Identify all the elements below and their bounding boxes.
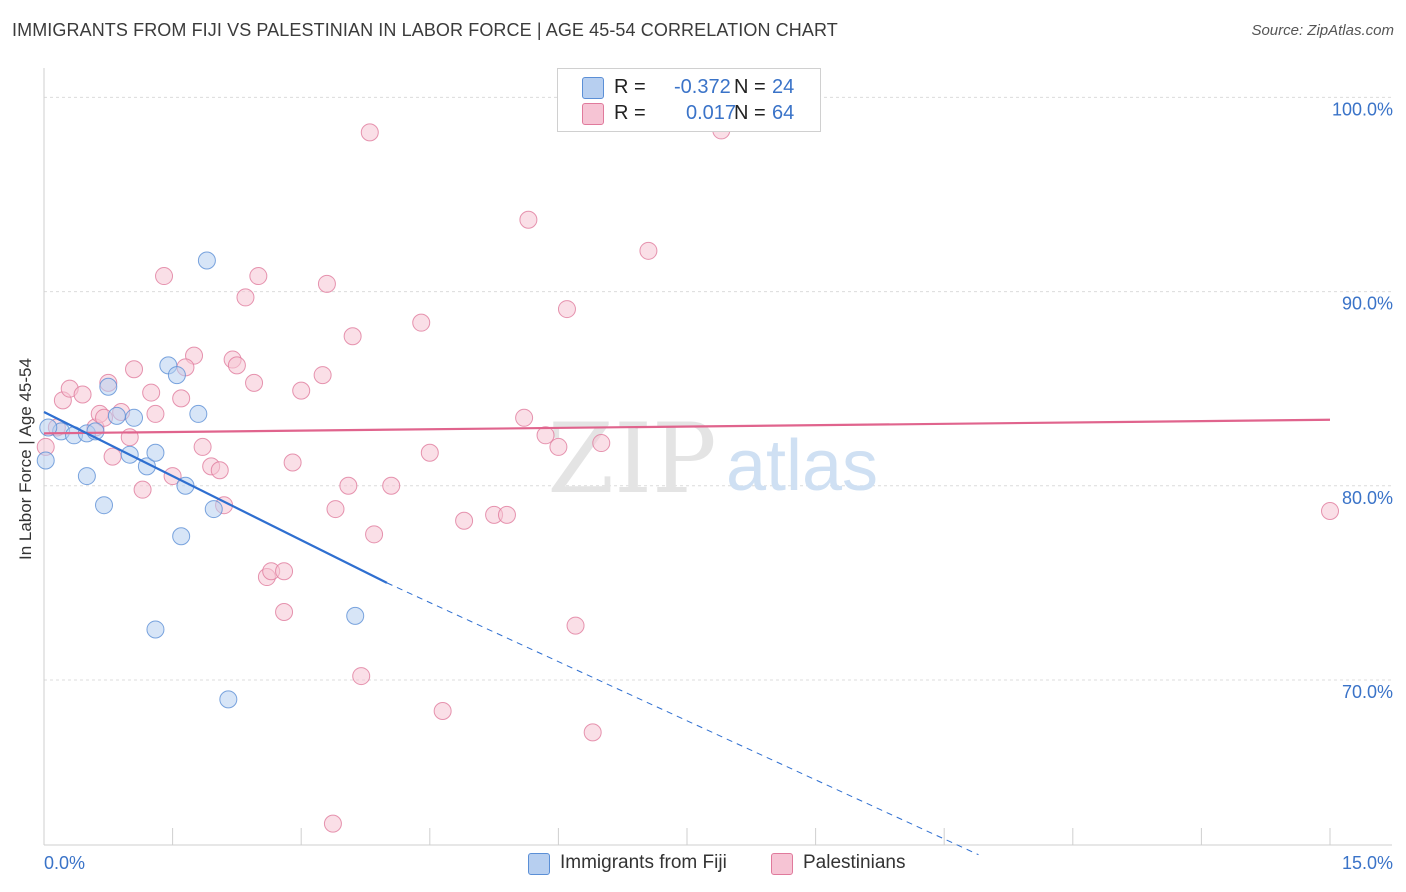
point-fiji xyxy=(146,443,165,462)
point-pal xyxy=(125,360,144,379)
trend-lines xyxy=(43,411,1331,856)
point-fiji xyxy=(39,418,58,437)
point-fiji xyxy=(346,606,365,625)
y-tick-label: 70.0% xyxy=(1342,682,1393,702)
point-pal xyxy=(592,434,611,453)
bottom-legend-label-pal: Palestinians xyxy=(803,852,906,873)
legend-r-value: -0.372 xyxy=(674,76,731,98)
point-pal xyxy=(420,443,439,462)
watermark-zip: ZIP xyxy=(547,403,716,515)
point-pal xyxy=(313,366,332,385)
point-pal xyxy=(455,511,474,530)
point-pal xyxy=(103,447,122,466)
legend-swatch-pal xyxy=(582,103,604,125)
point-pal xyxy=(433,702,452,721)
point-pal xyxy=(323,814,342,833)
point-fiji xyxy=(95,496,114,515)
point-pal xyxy=(566,616,585,635)
point-fiji xyxy=(204,500,223,519)
point-pal xyxy=(515,408,534,427)
point-pal xyxy=(317,274,336,293)
point-pal xyxy=(365,525,384,544)
point-fiji xyxy=(77,467,96,486)
y-tick-label: 90.0% xyxy=(1342,294,1393,314)
watermark-atlas: atlas xyxy=(726,426,878,506)
point-pal xyxy=(352,667,371,686)
point-pal xyxy=(133,480,152,499)
point-pal xyxy=(343,327,362,346)
point-fiji xyxy=(219,690,238,709)
legend-n-label: N = xyxy=(734,76,766,98)
point-fiji xyxy=(99,377,118,396)
x-tick-label: 15.0% xyxy=(1342,853,1393,873)
point-fiji xyxy=(125,408,144,427)
point-pal xyxy=(339,476,358,495)
bottom-swatch-fiji xyxy=(528,853,550,875)
legend-r-label: R = xyxy=(614,102,646,124)
point-pal xyxy=(292,381,311,400)
legend-n-value: 24 xyxy=(772,76,795,98)
trend-line-pal xyxy=(43,418,1331,435)
axes xyxy=(43,68,1392,846)
point-fiji xyxy=(146,620,165,639)
bottom-legend-label-fiji: Immigrants from Fiji xyxy=(560,852,727,873)
point-pal xyxy=(536,426,555,445)
point-fiji xyxy=(107,406,126,425)
point-pal xyxy=(360,123,379,142)
trend-line-fiji-extrapolated xyxy=(386,582,979,856)
point-pal xyxy=(275,602,294,621)
point-pal xyxy=(236,288,255,307)
data-points xyxy=(36,88,1339,833)
chart-title: IMMIGRANTS FROM FIJI VS PALESTINIAN IN L… xyxy=(12,20,838,40)
legend-n-value: 64 xyxy=(772,102,795,124)
grid-lines xyxy=(44,96,1392,681)
watermark: ZIP atlas xyxy=(547,403,878,515)
point-pal xyxy=(519,210,538,229)
point-pal xyxy=(497,505,516,524)
point-pal xyxy=(1321,502,1339,521)
y-tick-label: 100.0% xyxy=(1332,99,1393,119)
point-pal xyxy=(583,723,602,742)
point-fiji xyxy=(36,451,55,470)
source-credit: Source: ZipAtlas.com xyxy=(1251,22,1394,39)
point-pal xyxy=(227,356,246,375)
point-pal xyxy=(326,500,345,519)
point-pal xyxy=(275,562,294,581)
point-pal xyxy=(155,267,174,286)
point-pal xyxy=(639,241,658,260)
point-pal xyxy=(249,267,268,286)
point-pal xyxy=(382,476,401,495)
point-pal xyxy=(193,437,212,456)
legend-r-label: R = xyxy=(614,76,646,98)
point-fiji xyxy=(189,404,208,423)
legend-n-label: N = xyxy=(734,102,766,124)
legend-swatch-fiji xyxy=(582,77,604,99)
point-fiji xyxy=(172,527,191,546)
point-pal xyxy=(412,313,431,332)
point-pal xyxy=(283,453,302,472)
point-pal xyxy=(549,437,568,456)
point-pal xyxy=(245,373,264,392)
y-tick-label: 80.0% xyxy=(1342,488,1393,508)
point-pal xyxy=(146,404,165,423)
point-fiji xyxy=(167,366,186,385)
point-pal xyxy=(142,383,161,402)
bottom-swatch-pal xyxy=(771,853,793,875)
legend-r-value: 0.017 xyxy=(686,102,737,124)
point-pal xyxy=(73,385,92,404)
tick-labels: 70.0% 80.0% 90.0% 100.0% 0.0% 15.0% xyxy=(44,99,1393,873)
point-pal xyxy=(172,389,191,408)
point-pal xyxy=(557,300,576,319)
point-pal xyxy=(210,461,229,480)
y-axis-label: In Labor Force | Age 45-54 xyxy=(16,358,35,560)
x-tick-label: 0.0% xyxy=(44,853,85,873)
trend-line-fiji xyxy=(43,411,388,584)
stats-legend: R = -0.372 N = 24 R = 0.017 N = 64 xyxy=(557,68,821,132)
point-fiji xyxy=(197,251,216,270)
